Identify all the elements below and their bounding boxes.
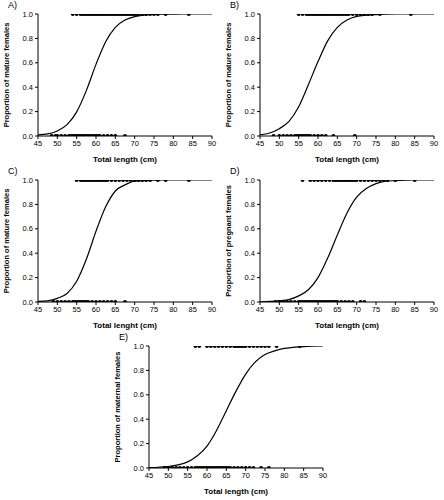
svg-text:80: 80 xyxy=(280,471,288,480)
svg-text:0.4: 0.4 xyxy=(23,83,33,92)
svg-text:65: 65 xyxy=(333,139,341,148)
svg-text:55: 55 xyxy=(183,471,191,480)
svg-text:85: 85 xyxy=(299,471,307,480)
svg-text:70: 70 xyxy=(352,305,360,314)
svg-text:75: 75 xyxy=(372,139,380,148)
svg-text:1.0: 1.0 xyxy=(23,176,33,185)
svg-text:50: 50 xyxy=(275,139,283,148)
svg-text:50: 50 xyxy=(53,139,61,148)
svg-text:50: 50 xyxy=(275,305,283,314)
svg-text:Total lenght (cm): Total lenght (cm) xyxy=(93,321,157,330)
svg-text:75: 75 xyxy=(150,139,158,148)
svg-text:Proportion of maternal females: Proportion of maternal females xyxy=(113,352,122,463)
svg-text:Proportion of pregnant females: Proportion of pregnant females xyxy=(224,185,233,297)
html-text:A): A) xyxy=(8,0,17,10)
svg-text:1.0: 1.0 xyxy=(245,10,255,19)
svg-text:75: 75 xyxy=(261,471,269,480)
svg-text:0.0: 0.0 xyxy=(245,132,255,141)
svg-text:90: 90 xyxy=(319,471,327,480)
svg-text:90: 90 xyxy=(208,139,216,148)
html-text:B): B) xyxy=(230,0,239,10)
svg-text:Proportion of mature females: Proportion of mature females xyxy=(8,189,11,294)
svg-text:0.2: 0.2 xyxy=(245,107,255,116)
svg-text:65: 65 xyxy=(222,471,230,480)
svg-text:60: 60 xyxy=(203,471,211,480)
svg-text:0.2: 0.2 xyxy=(23,273,33,282)
svg-text:0.0: 0.0 xyxy=(23,132,33,141)
svg-text:55: 55 xyxy=(294,305,302,314)
svg-text:45: 45 xyxy=(34,305,42,314)
svg-text:0.4: 0.4 xyxy=(245,249,255,258)
svg-text:0.8: 0.8 xyxy=(245,200,255,209)
svg-text:0.6: 0.6 xyxy=(23,58,33,67)
svg-text:55: 55 xyxy=(72,139,80,148)
svg-text:70: 70 xyxy=(130,305,138,314)
svg-text:60: 60 xyxy=(92,139,100,148)
svg-text:70: 70 xyxy=(241,471,249,480)
svg-text:50: 50 xyxy=(53,305,61,314)
svg-text:65: 65 xyxy=(333,305,341,314)
svg-text:0.0: 0.0 xyxy=(245,298,255,307)
svg-text:0.6: 0.6 xyxy=(23,224,33,233)
svg-text:85: 85 xyxy=(188,139,196,148)
svg-text:85: 85 xyxy=(410,139,418,148)
svg-text:0.4: 0.4 xyxy=(23,249,33,258)
svg-text:90: 90 xyxy=(208,305,216,314)
svg-text:0.8: 0.8 xyxy=(23,34,33,43)
svg-text:Total length (cm): Total length (cm) xyxy=(204,487,268,496)
svg-text:60: 60 xyxy=(314,139,322,148)
svg-text:0.2: 0.2 xyxy=(245,273,255,282)
svg-text:Total length (cm): Total length (cm) xyxy=(315,155,379,164)
svg-text:90: 90 xyxy=(430,305,436,314)
svg-text:0.6: 0.6 xyxy=(245,58,255,67)
svg-text:0.4: 0.4 xyxy=(134,415,144,424)
svg-text:50: 50 xyxy=(164,471,172,480)
svg-text:70: 70 xyxy=(130,139,138,148)
svg-text:0.2: 0.2 xyxy=(134,439,144,448)
svg-text:Proportion of mature females: Proportion of mature females xyxy=(8,23,11,128)
svg-text:85: 85 xyxy=(410,305,418,314)
svg-text:45: 45 xyxy=(256,305,264,314)
svg-text:0.8: 0.8 xyxy=(245,34,255,43)
svg-text:80: 80 xyxy=(391,139,399,148)
html-text:D): D) xyxy=(230,166,240,176)
svg-text:75: 75 xyxy=(150,305,158,314)
svg-text:1.0: 1.0 xyxy=(134,342,144,351)
svg-text:45: 45 xyxy=(145,471,153,480)
svg-text:0.2: 0.2 xyxy=(23,107,33,116)
svg-text:90: 90 xyxy=(430,139,436,148)
html-text:E): E) xyxy=(119,332,128,342)
svg-text:0.0: 0.0 xyxy=(134,464,144,473)
svg-text:45: 45 xyxy=(34,139,42,148)
svg-text:85: 85 xyxy=(188,305,196,314)
svg-text:80: 80 xyxy=(169,139,177,148)
html-text:C): C) xyxy=(8,166,18,176)
svg-text:80: 80 xyxy=(391,305,399,314)
svg-text:1.0: 1.0 xyxy=(245,176,255,185)
svg-text:0.8: 0.8 xyxy=(23,200,33,209)
svg-text:60: 60 xyxy=(92,305,100,314)
svg-text:55: 55 xyxy=(294,139,302,148)
svg-text:Total length (cm): Total length (cm) xyxy=(93,155,157,164)
svg-text:0.8: 0.8 xyxy=(134,366,144,375)
svg-text:0.4: 0.4 xyxy=(245,83,255,92)
svg-text:Total length (cm): Total length (cm) xyxy=(315,321,379,330)
svg-text:Proportion of mature females: Proportion of mature females xyxy=(224,23,233,128)
svg-text:0.0: 0.0 xyxy=(23,298,33,307)
svg-text:75: 75 xyxy=(372,305,380,314)
svg-text:70: 70 xyxy=(352,139,360,148)
svg-text:65: 65 xyxy=(111,139,119,148)
svg-text:0.6: 0.6 xyxy=(134,390,144,399)
svg-text:0.6: 0.6 xyxy=(245,224,255,233)
svg-text:80: 80 xyxy=(169,305,177,314)
svg-text:45: 45 xyxy=(256,139,264,148)
svg-text:65: 65 xyxy=(111,305,119,314)
svg-text:55: 55 xyxy=(72,305,80,314)
svg-text:1.0: 1.0 xyxy=(23,10,33,19)
svg-text:60: 60 xyxy=(314,305,322,314)
